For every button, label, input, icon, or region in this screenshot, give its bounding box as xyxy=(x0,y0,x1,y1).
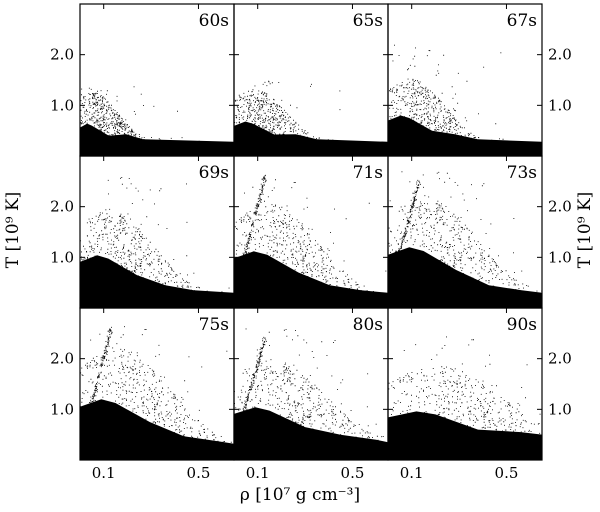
y-tick-label: 1.0 xyxy=(548,96,572,114)
y-tick-label: 2.0 xyxy=(50,46,74,64)
scatter-points xyxy=(388,44,542,156)
scatter-points xyxy=(234,80,388,156)
scatter-point-cloud xyxy=(234,80,354,156)
scatter-points xyxy=(234,328,388,460)
x-tick-label: 0.1 xyxy=(246,464,270,482)
x-tick-label: 0.5 xyxy=(341,464,365,482)
panel-time-label: 73s xyxy=(507,163,537,183)
y-tick-label: 1.0 xyxy=(50,400,74,418)
panel-time-label: 90s xyxy=(507,315,537,335)
dense-scatter-region xyxy=(80,123,234,156)
x-tick-label: 0.1 xyxy=(400,464,424,482)
dense-scatter-region xyxy=(388,247,542,308)
dense-scatter-region xyxy=(388,115,542,156)
dense-scatter-region xyxy=(388,411,542,460)
x-tick-label: 0.5 xyxy=(495,464,519,482)
y-axis-title-right: T [10⁹ K] xyxy=(575,192,595,269)
y-tick-label: 2.0 xyxy=(548,198,572,216)
panel-time-label: 67s xyxy=(507,11,537,31)
scatter-point-cloud xyxy=(234,174,388,308)
scatter-points xyxy=(80,177,234,308)
dense-scatter-region xyxy=(234,407,388,460)
y-tick-label: 1.0 xyxy=(548,248,572,266)
scatter-points xyxy=(234,174,388,308)
panel-time-label: 80s xyxy=(353,315,383,335)
y-axis-title-left: T [10⁹ K] xyxy=(3,192,23,269)
scatter-points xyxy=(80,86,234,156)
panel-time-label: 60s xyxy=(199,11,229,31)
y-tick-label: 1.0 xyxy=(50,248,74,266)
x-tick-label: 0.5 xyxy=(187,464,211,482)
scatter-points xyxy=(388,336,542,460)
labels-layer: 60s 1.0 2.0 65s 67s 1.0 2.0 69s 1.0 2.0 71s 73s 1.0 2… xyxy=(50,11,572,482)
panel-8 xyxy=(387,307,543,461)
x-axis-title: ρ [10⁷ g cm⁻³] xyxy=(240,485,360,505)
panel-time-label: 75s xyxy=(199,315,229,335)
y-tick-label: 2.0 xyxy=(548,350,572,368)
panel-time-label: 71s xyxy=(353,163,383,183)
y-tick-label: 2.0 xyxy=(548,46,572,64)
y-tick-label: 1.0 xyxy=(50,96,74,114)
panel-time-label: 69s xyxy=(199,163,229,183)
x-tick-label: 0.1 xyxy=(92,464,116,482)
panel-time-label: 65s xyxy=(353,11,383,31)
panels-layer xyxy=(79,3,543,461)
dense-scatter-region xyxy=(234,251,388,308)
dense-scatter-region xyxy=(80,255,234,308)
panel-frame xyxy=(387,307,543,461)
y-tick-label: 1.0 xyxy=(548,400,572,418)
scatter-point-cloud xyxy=(80,86,200,156)
scatter-points xyxy=(388,171,542,308)
scatter-points xyxy=(80,326,234,460)
y-tick-label: 2.0 xyxy=(50,198,74,216)
y-tick-label: 2.0 xyxy=(50,350,74,368)
dense-scatter-region xyxy=(234,121,388,156)
